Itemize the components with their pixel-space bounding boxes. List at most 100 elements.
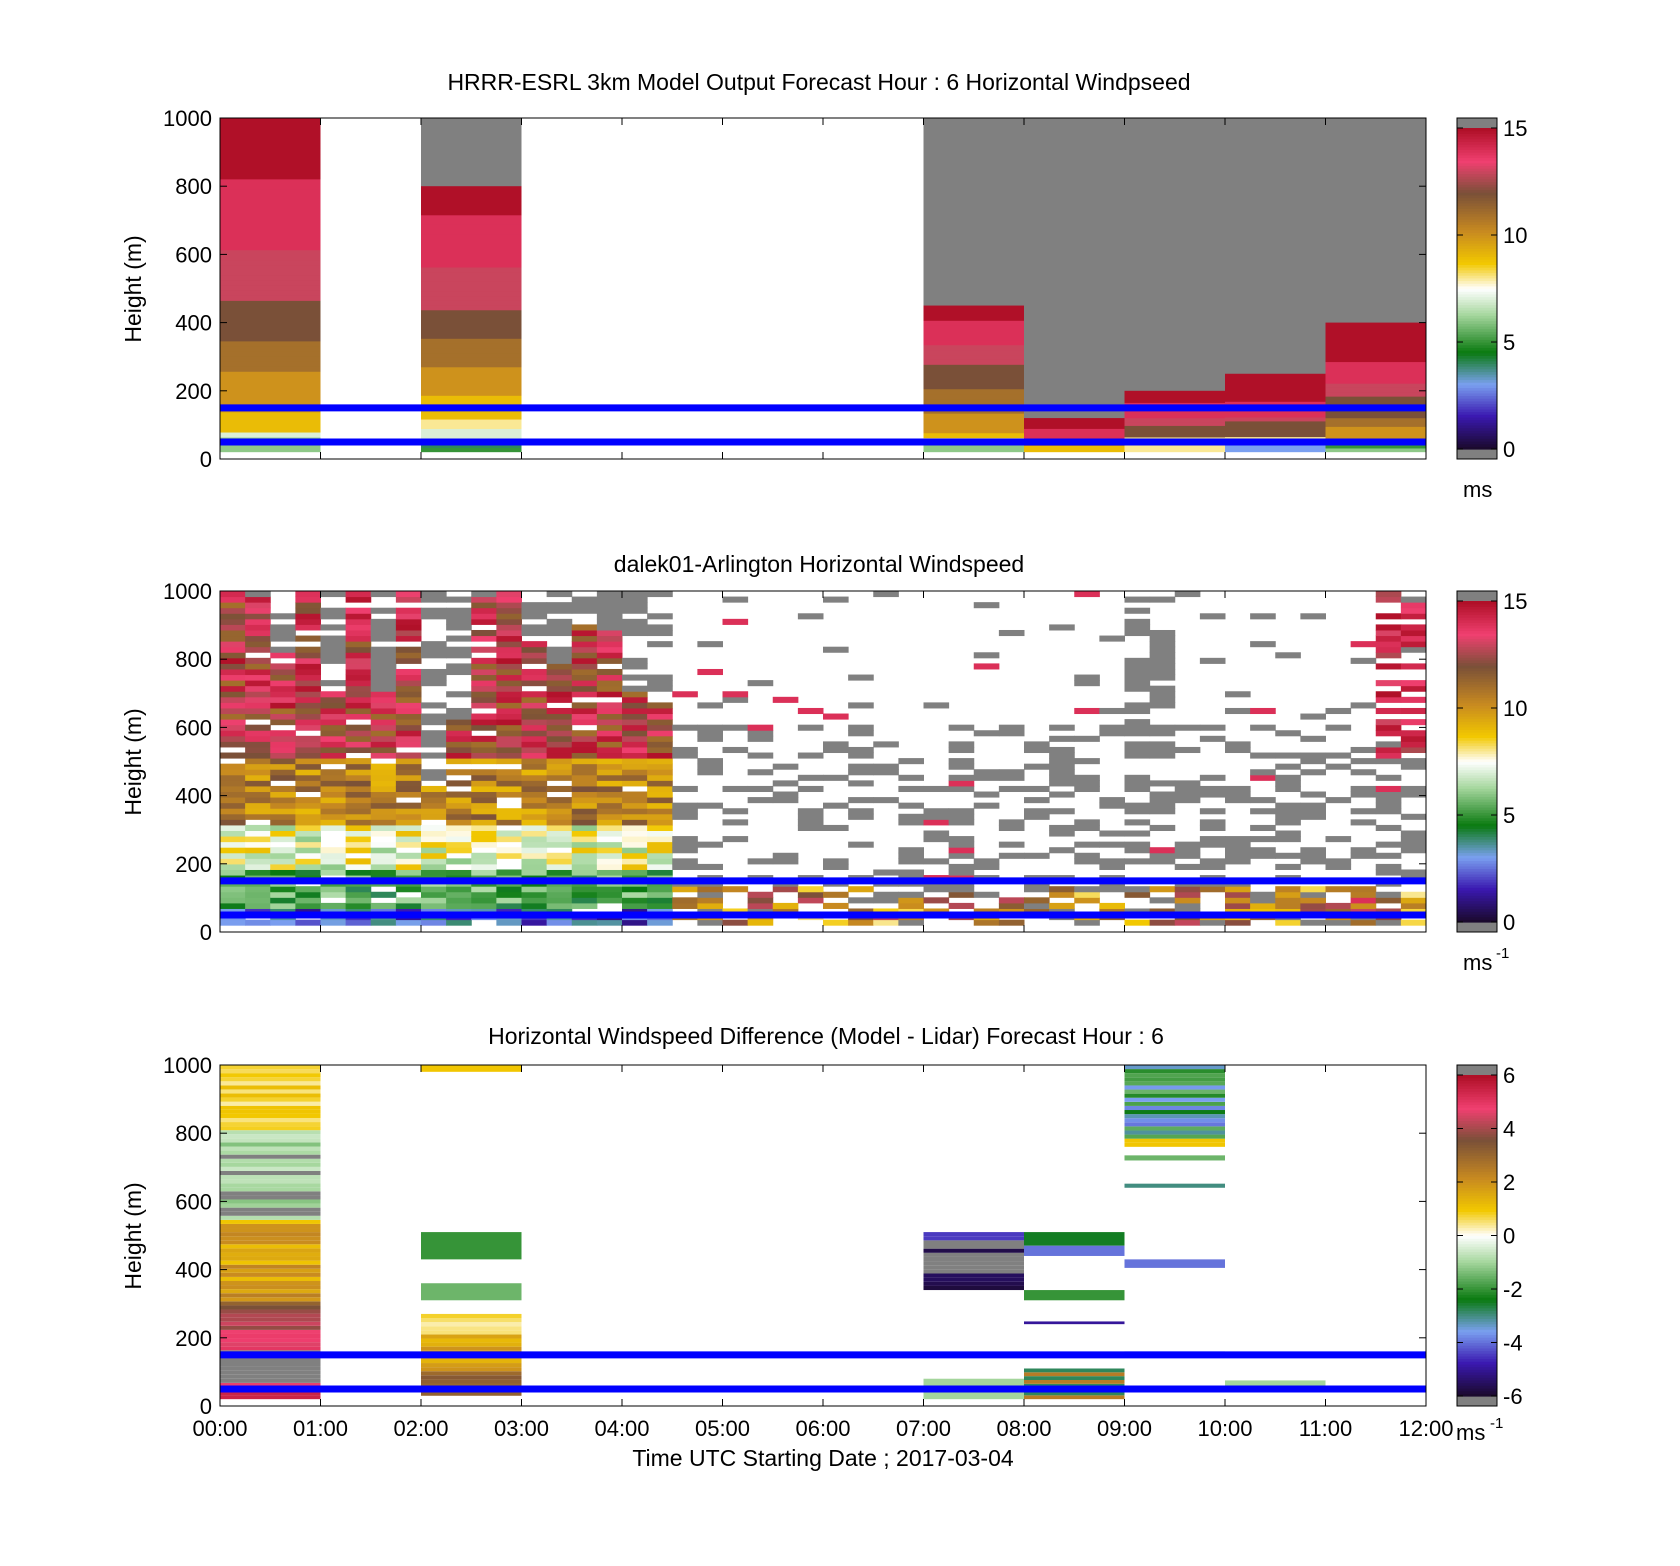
- lidar-cell: [446, 802, 472, 809]
- model-x-ticks: [219, 118, 1427, 459]
- colorbar-swatch: [1457, 766, 1497, 771]
- colorbar-swatch: [1457, 1235, 1497, 1239]
- lidar-cell: [596, 707, 623, 715]
- lidar-cell: [220, 663, 246, 670]
- colorbar-swatch: [1457, 1230, 1497, 1234]
- lidar-cell: [1024, 808, 1050, 815]
- lidar-cell: [471, 607, 497, 614]
- lidar-cell: [571, 629, 598, 637]
- model-cell: [220, 118, 321, 124]
- model-cell: [1225, 385, 1326, 391]
- lidar-cell: [1124, 607, 1151, 614]
- lidar-cell: [496, 713, 522, 720]
- lidar-cell: [1124, 596, 1151, 603]
- lidar-cell: [421, 613, 447, 620]
- difference-cell: [1124, 1118, 1225, 1123]
- lidar-cell: [1024, 813, 1050, 820]
- model-panel-title: HRRR-ESRL 3km Model Output Forecast Hour…: [447, 69, 1190, 95]
- difference-cell: [220, 1166, 321, 1171]
- difference-cell: [220, 1276, 321, 1281]
- lidar-cell: [697, 730, 723, 737]
- lidar-cell: [1024, 746, 1050, 754]
- lidar-cell: [245, 602, 271, 609]
- lidar-cell: [370, 635, 397, 642]
- colorbar-swatch: [1457, 1347, 1497, 1352]
- lidar-cell: [546, 869, 573, 876]
- lidar-cell: [747, 785, 774, 793]
- model-cell: [923, 432, 1024, 439]
- colorbar-swatch: [1457, 1246, 1497, 1250]
- colorbar-swatch: [1457, 638, 1497, 642]
- lidar-cell: [1300, 847, 1326, 854]
- lidar-cell: [270, 696, 296, 703]
- lidar-cell: [471, 836, 497, 843]
- lidar-cell: [220, 596, 246, 603]
- colorbar-swatch: [1457, 1315, 1497, 1320]
- lidar-cell: [973, 602, 1000, 609]
- lidar-cell: [320, 780, 347, 787]
- model-cell: [1325, 335, 1426, 341]
- lidar-cell: [370, 696, 397, 703]
- lidar-cell: [1400, 836, 1427, 843]
- lidar-cell: [220, 668, 246, 676]
- lidar-cell: [421, 752, 447, 759]
- lidar-cell: [320, 902, 347, 909]
- colorbar-swatch: [1457, 1283, 1497, 1287]
- difference-cell: [421, 1313, 522, 1319]
- lidar-cell: [1400, 735, 1427, 742]
- difference-cell: [220, 1097, 321, 1102]
- lidar-cell: [471, 663, 497, 670]
- lidar-cell: [446, 791, 472, 798]
- colorbar-swatch: [1457, 654, 1497, 658]
- lidar-cell: [471, 869, 497, 876]
- colorbar-swatch: [1457, 812, 1497, 816]
- model-cell: [220, 209, 321, 215]
- colorbar-swatch: [1457, 154, 1497, 159]
- lidar-cell: [722, 724, 749, 731]
- difference-cell: [220, 1073, 321, 1078]
- lidar-cell: [1074, 858, 1100, 865]
- model-cell: [220, 426, 321, 433]
- colorbar-swatch: [1457, 1345, 1497, 1349]
- lidar-cell: [496, 852, 522, 859]
- lidar-cell: [320, 919, 347, 926]
- lidar-cell: [1350, 702, 1377, 709]
- lidar-cell: [622, 707, 648, 715]
- colorbar-tick-label: -6: [1503, 1384, 1523, 1409]
- lidar-cell: [697, 902, 723, 909]
- lidar-cell: [245, 629, 271, 637]
- colorbar-tick-label: 2: [1503, 1170, 1515, 1195]
- lidar-cell: [1149, 696, 1176, 703]
- colorbar-swatch: [1457, 309, 1497, 314]
- difference-cell: [1024, 1395, 1125, 1400]
- lidar-cell: [320, 641, 347, 648]
- model-cell: [220, 315, 321, 322]
- lidar-cell: [1149, 646, 1176, 653]
- lidar-cell: [647, 624, 673, 631]
- lidar-cell: [948, 741, 975, 748]
- colorbar-swatch: [1457, 133, 1497, 137]
- lidar-cell: [421, 891, 447, 898]
- lidar-cell: [320, 652, 347, 659]
- difference-missing-cell: [220, 1191, 321, 1196]
- colorbar-swatch: [1457, 1382, 1497, 1386]
- model-cell: [421, 352, 522, 358]
- colorbar-swatch: [1457, 694, 1497, 698]
- lidar-cell: [797, 774, 824, 781]
- lidar-cell: [823, 646, 849, 653]
- colorbar-swatch: [1457, 758, 1497, 763]
- colorbar-swatch: [1457, 847, 1497, 851]
- lidar-cell: [546, 752, 573, 759]
- colorbar-swatch: [1457, 339, 1497, 343]
- lidar-cell: [697, 919, 723, 926]
- lidar-cell: [873, 869, 899, 876]
- lidar-cell: [395, 830, 422, 837]
- model-cell: [1325, 434, 1426, 440]
- lidar-cell: [571, 808, 598, 815]
- difference-cell: [220, 1203, 321, 1208]
- difference-cell: [220, 1179, 321, 1184]
- lidar-cell: [848, 919, 874, 926]
- lidar-cell: [672, 691, 698, 698]
- lidar-cell: [1400, 602, 1427, 609]
- colorbar-swatch: [1457, 868, 1497, 872]
